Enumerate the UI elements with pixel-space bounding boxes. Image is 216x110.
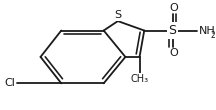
Text: NH: NH: [199, 26, 216, 36]
Text: S: S: [168, 24, 176, 37]
Text: O: O: [169, 48, 178, 58]
Text: CH₃: CH₃: [130, 74, 149, 84]
Text: S: S: [114, 10, 121, 20]
Text: O: O: [169, 3, 178, 13]
Text: Cl: Cl: [4, 78, 15, 88]
Text: 2: 2: [210, 31, 215, 40]
